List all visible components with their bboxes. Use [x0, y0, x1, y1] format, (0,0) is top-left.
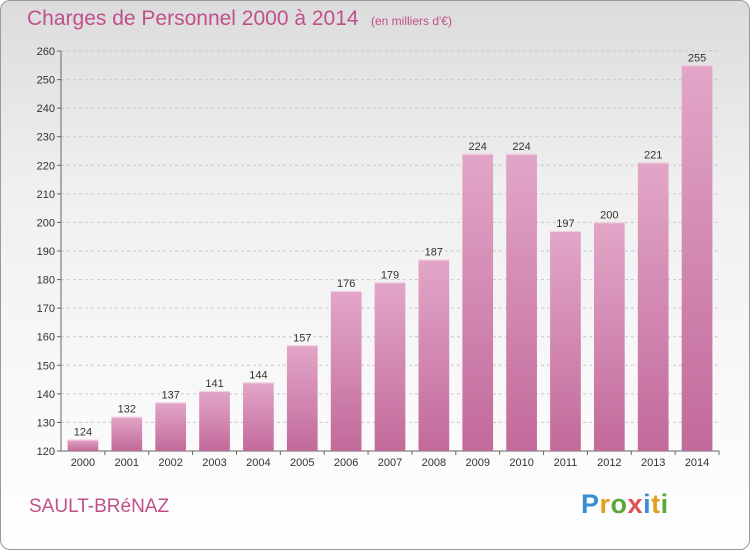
bar — [593, 222, 625, 451]
data-label: 221 — [644, 149, 662, 161]
bar — [243, 382, 274, 451]
y-tick-label: 220 — [37, 160, 55, 172]
data-label: 179 — [381, 269, 399, 281]
labels: 120 130 140 150 160 170 180 190 200 210 220 230 240 2… — [37, 46, 710, 469]
y-tick-label: 120 — [37, 446, 55, 458]
proxiti-logo[interactable]: Proxiti — [581, 489, 669, 520]
x-tick-label: 2011 — [554, 457, 578, 469]
x-tick-label: 2000 — [71, 457, 95, 469]
y-tick-label: 150 — [37, 360, 55, 372]
y-tick-label: 140 — [37, 389, 55, 401]
y-tick-label: 240 — [37, 103, 55, 115]
x-tick-label: 2009 — [465, 457, 489, 469]
y-tick-label: 170 — [37, 303, 55, 315]
x-tick-label: 2008 — [422, 457, 446, 469]
x-tick-label: 2006 — [334, 457, 358, 469]
y-tick-label: 200 — [37, 217, 55, 229]
x-tick-label: 2005 — [290, 457, 314, 469]
bars — [67, 65, 713, 452]
y-tick-label: 250 — [37, 75, 55, 87]
data-label: 132 — [118, 404, 136, 416]
bar — [111, 416, 143, 451]
y-tick-label: 260 — [37, 46, 55, 58]
city-name: SAULT-BRéNAZ — [29, 496, 170, 517]
bar — [462, 153, 494, 451]
y-tick-label: 160 — [37, 332, 55, 344]
data-label: 124 — [74, 427, 92, 439]
x-tick-label: 2007 — [378, 457, 402, 469]
data-label: 197 — [556, 218, 574, 230]
y-tick-label: 190 — [37, 246, 55, 258]
y-tick-label: 230 — [37, 132, 55, 144]
bar — [506, 153, 537, 451]
data-label: 157 — [293, 332, 311, 344]
x-tick-label: 2010 — [509, 457, 533, 469]
logo-letter: i — [643, 489, 652, 519]
bar — [637, 162, 669, 451]
logo-letter: x — [627, 489, 644, 519]
data-label: 200 — [600, 209, 618, 221]
data-label: 224 — [512, 141, 530, 153]
bar — [330, 291, 362, 451]
bar — [550, 231, 581, 451]
bar — [155, 402, 187, 451]
x-tick-label: 2003 — [202, 457, 226, 469]
logo-letter: t — [651, 489, 661, 519]
x-tick-label: 2002 — [158, 457, 182, 469]
data-label: 141 — [205, 378, 223, 390]
data-label: 137 — [161, 389, 179, 401]
logo-letter: o — [610, 489, 628, 519]
bar — [681, 65, 713, 452]
chart-title: Charges de Personnel 2000 à 2014 — [27, 7, 359, 30]
data-label: 255 — [688, 52, 706, 64]
data-label: 176 — [337, 278, 355, 290]
x-tick-label: 2001 — [115, 457, 139, 469]
bar — [374, 282, 406, 451]
logo-letter: P — [581, 489, 600, 519]
data-label: 224 — [469, 141, 487, 153]
x-tick-label: 2014 — [685, 457, 709, 469]
chart-subtitle: (en milliers d'€) — [371, 14, 452, 28]
x-tick-label: 2004 — [246, 457, 270, 469]
data-label: 187 — [425, 247, 443, 259]
x-tick-label: 2013 — [641, 457, 665, 469]
x-tick-label: 2012 — [597, 457, 621, 469]
bar — [67, 439, 99, 451]
bar — [418, 259, 450, 451]
data-label: 144 — [249, 369, 267, 381]
bar — [286, 345, 318, 451]
y-tick-label: 180 — [37, 275, 55, 287]
bar — [199, 391, 230, 451]
logo-letter: i — [660, 489, 669, 519]
y-tick-label: 210 — [37, 189, 55, 201]
logo-letter: r — [599, 489, 611, 519]
y-tick-label: 130 — [37, 417, 55, 429]
